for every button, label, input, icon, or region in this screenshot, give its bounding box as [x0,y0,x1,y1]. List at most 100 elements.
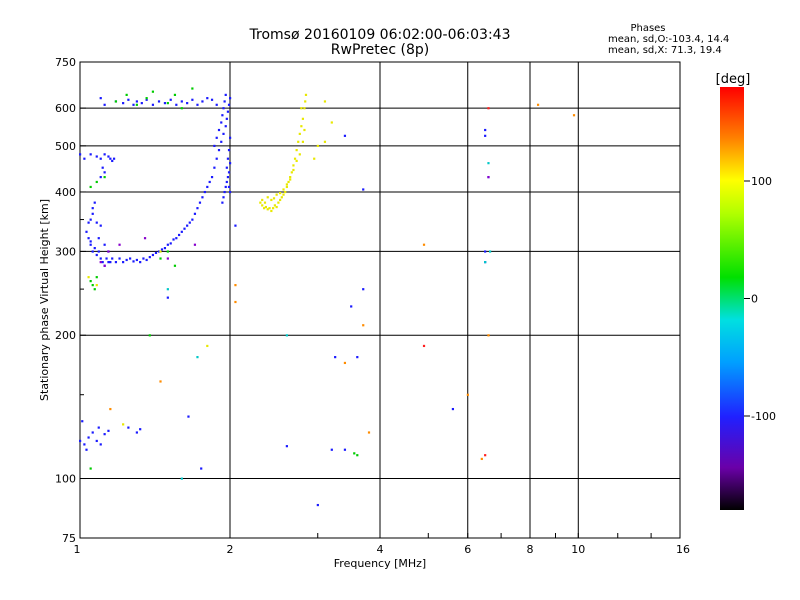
data-point [220,121,223,124]
data-point [289,178,292,181]
data-point [215,157,218,160]
data-point [285,185,288,189]
data-point [198,201,202,204]
data-point [226,157,230,160]
data-point [193,212,197,215]
data-point [196,356,199,359]
data-point [466,393,469,396]
data-point [154,251,158,255]
data-point [85,230,88,233]
data-point [227,148,231,152]
data-point [350,305,353,308]
data-point [263,201,267,204]
data-point [224,125,227,128]
data-point [188,221,191,224]
data-point [103,175,106,179]
data-point [103,433,106,436]
data-point [177,233,181,237]
data-point [487,107,490,110]
colorbar-unit-label: [deg] [716,72,751,87]
data-point [89,240,92,243]
data-point [536,103,540,106]
data-point [285,334,288,337]
data-point [279,198,282,202]
data-point [87,221,90,224]
data-point [99,97,102,100]
data-point [180,107,183,110]
data-point [484,134,487,137]
data-point [206,185,209,189]
data-point [330,448,333,451]
data-point [135,103,138,106]
data-point [221,201,224,204]
data-point [166,250,169,253]
data-point [226,175,230,179]
y-tick-label: 750 [55,56,76,69]
data-point [422,243,426,246]
data-point [111,159,114,163]
data-point [187,415,190,418]
data-point [316,503,319,507]
data-point [484,128,487,132]
data-point [169,98,172,101]
data-point [282,193,285,196]
data-point [166,288,169,291]
data-point [290,171,293,174]
data-point [277,201,280,204]
x-tick-label: 8 [527,543,534,556]
data-point [362,288,365,291]
data-point [206,344,209,348]
data-point [139,261,142,264]
data-point [285,445,288,448]
data-point [275,205,278,209]
data-point [97,237,100,240]
data-point [142,257,145,260]
data-point [166,257,169,260]
data-point [304,100,307,103]
x-tick-label: 4 [377,543,384,556]
data-point [353,452,356,455]
data-point [180,477,183,480]
data-point [484,261,487,264]
x-tick-label: 6 [464,543,471,556]
data-point [180,230,183,233]
data-point [157,100,161,103]
data-point [125,258,128,262]
data-point [151,90,155,93]
data-point [229,97,232,100]
data-point [166,102,169,105]
data-point [163,102,167,105]
data-point [222,107,225,110]
data-point [109,261,112,264]
data-point [297,140,300,143]
data-point [175,103,178,106]
data-point [213,144,216,148]
colorbar-ticks: 100 0 -100 [744,175,776,423]
data-point [259,201,262,204]
y-tick-label: 100 [55,473,76,486]
data-point [118,257,121,260]
data-point [103,243,106,246]
data-point [101,261,104,264]
data-point [99,157,102,160]
colorbar-tick-label: 0 [751,293,758,306]
data-point [93,201,96,204]
data-point [300,125,303,128]
data-point [270,198,273,202]
data-point [172,238,175,241]
data-point [132,260,135,263]
data-point [266,208,269,211]
data-point [99,261,102,264]
data-point [227,171,231,174]
data-point [140,102,143,105]
data-point [262,207,266,210]
data-point [213,166,216,169]
data-point [89,153,92,156]
data-point [83,157,86,160]
data-point [186,224,189,227]
data-point [103,171,106,174]
data-point [222,196,225,199]
data-point [145,258,148,262]
data-point [175,237,178,240]
